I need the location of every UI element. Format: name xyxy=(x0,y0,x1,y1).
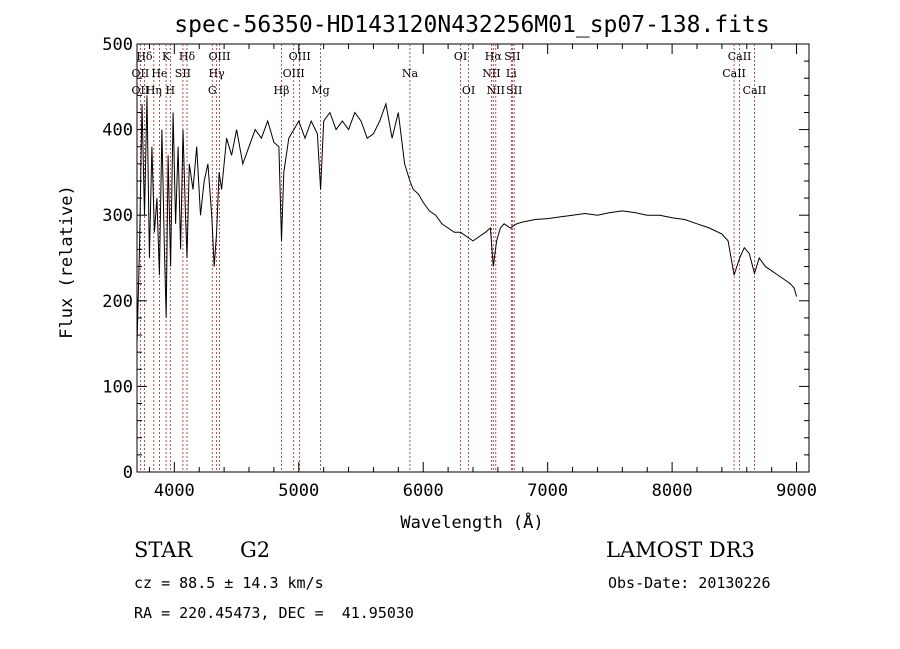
spectral-line-label: OI xyxy=(462,84,475,97)
spectral-line-label: NII xyxy=(482,67,500,80)
y-axis-label: Flux (relative) xyxy=(57,185,77,339)
spectral-line-label: Hα xyxy=(485,50,503,63)
spectral-line-label: Hδ xyxy=(136,50,153,63)
spectral-line-label: SII xyxy=(506,84,522,97)
coordinates-text: RA = 220.45473, DEC = 41.95030 xyxy=(134,604,414,622)
x-axis-ticks: 4000 5000 6000 7000 8000 9000 xyxy=(148,44,817,501)
spectral-line-label: Na xyxy=(402,67,419,80)
spectral-line-label: CaII xyxy=(743,84,767,97)
spectral-line-label: G xyxy=(208,84,217,97)
spectral-line-label: He xyxy=(151,67,167,80)
spectral-line-label: OIII xyxy=(208,50,230,63)
x-tick-label: 6000 xyxy=(403,481,444,501)
spectral-line-label: SII xyxy=(175,67,191,80)
spectral-line-label: H xyxy=(166,84,176,97)
y-tick-label: 0 xyxy=(123,463,133,483)
object-subclass: G2 xyxy=(240,538,271,562)
spectral-line-label: CaII xyxy=(722,67,746,80)
spectral-line-label: NII xyxy=(487,84,505,97)
spectral-line-label: Hδ xyxy=(179,50,196,63)
spectral-line-label: Li xyxy=(506,67,517,80)
spectral-line-label: OII xyxy=(132,67,150,80)
y-tick-label: 100 xyxy=(102,377,133,397)
survey-name: LAMOST DR3 xyxy=(606,538,755,562)
object-class: STAR xyxy=(134,538,193,562)
x-tick-label: 9000 xyxy=(776,481,817,501)
plot-frame xyxy=(136,43,810,473)
spectral-line-label: OII xyxy=(132,84,150,97)
obs-date-text: Obs-Date: 20130226 xyxy=(608,574,771,592)
spectral-line-label: Hη xyxy=(146,84,162,97)
spectral-line-label: CaII xyxy=(728,50,752,63)
y-tick-label: 200 xyxy=(102,292,133,312)
spectral-line-label: Hβ xyxy=(274,84,290,97)
x-tick-label: 7000 xyxy=(527,481,568,501)
y-tick-label: 400 xyxy=(102,121,133,141)
x-tick-label: 4000 xyxy=(154,481,195,501)
spectrum-series-line xyxy=(136,95,798,344)
spectral-line-label: OIII xyxy=(289,50,311,63)
chart-title: spec-56350-HD143120N432256M01_sp07-138.f… xyxy=(174,12,769,38)
y-tick-label: 300 xyxy=(102,206,133,226)
spectral-line-markers xyxy=(139,44,755,472)
spectral-line-label: Hγ xyxy=(209,67,226,80)
y-tick-label: 500 xyxy=(102,35,133,55)
x-tick-label: 5000 xyxy=(278,481,319,501)
y-axis-ticks: 0 100 200 300 400 500 xyxy=(102,35,809,483)
x-tick-label: 8000 xyxy=(652,481,693,501)
spectral-line-label: SII xyxy=(504,50,520,63)
redshift-text: cz = 88.5 ± 14.3 km/s xyxy=(134,574,324,592)
spectral-line-label: OI xyxy=(454,50,467,63)
spectral-line-label: K xyxy=(162,50,171,63)
spectral-line-label: Mg xyxy=(311,84,329,97)
x-axis-label: Wavelength (Å) xyxy=(400,511,543,533)
spectral-line-label: OIII xyxy=(283,67,305,80)
